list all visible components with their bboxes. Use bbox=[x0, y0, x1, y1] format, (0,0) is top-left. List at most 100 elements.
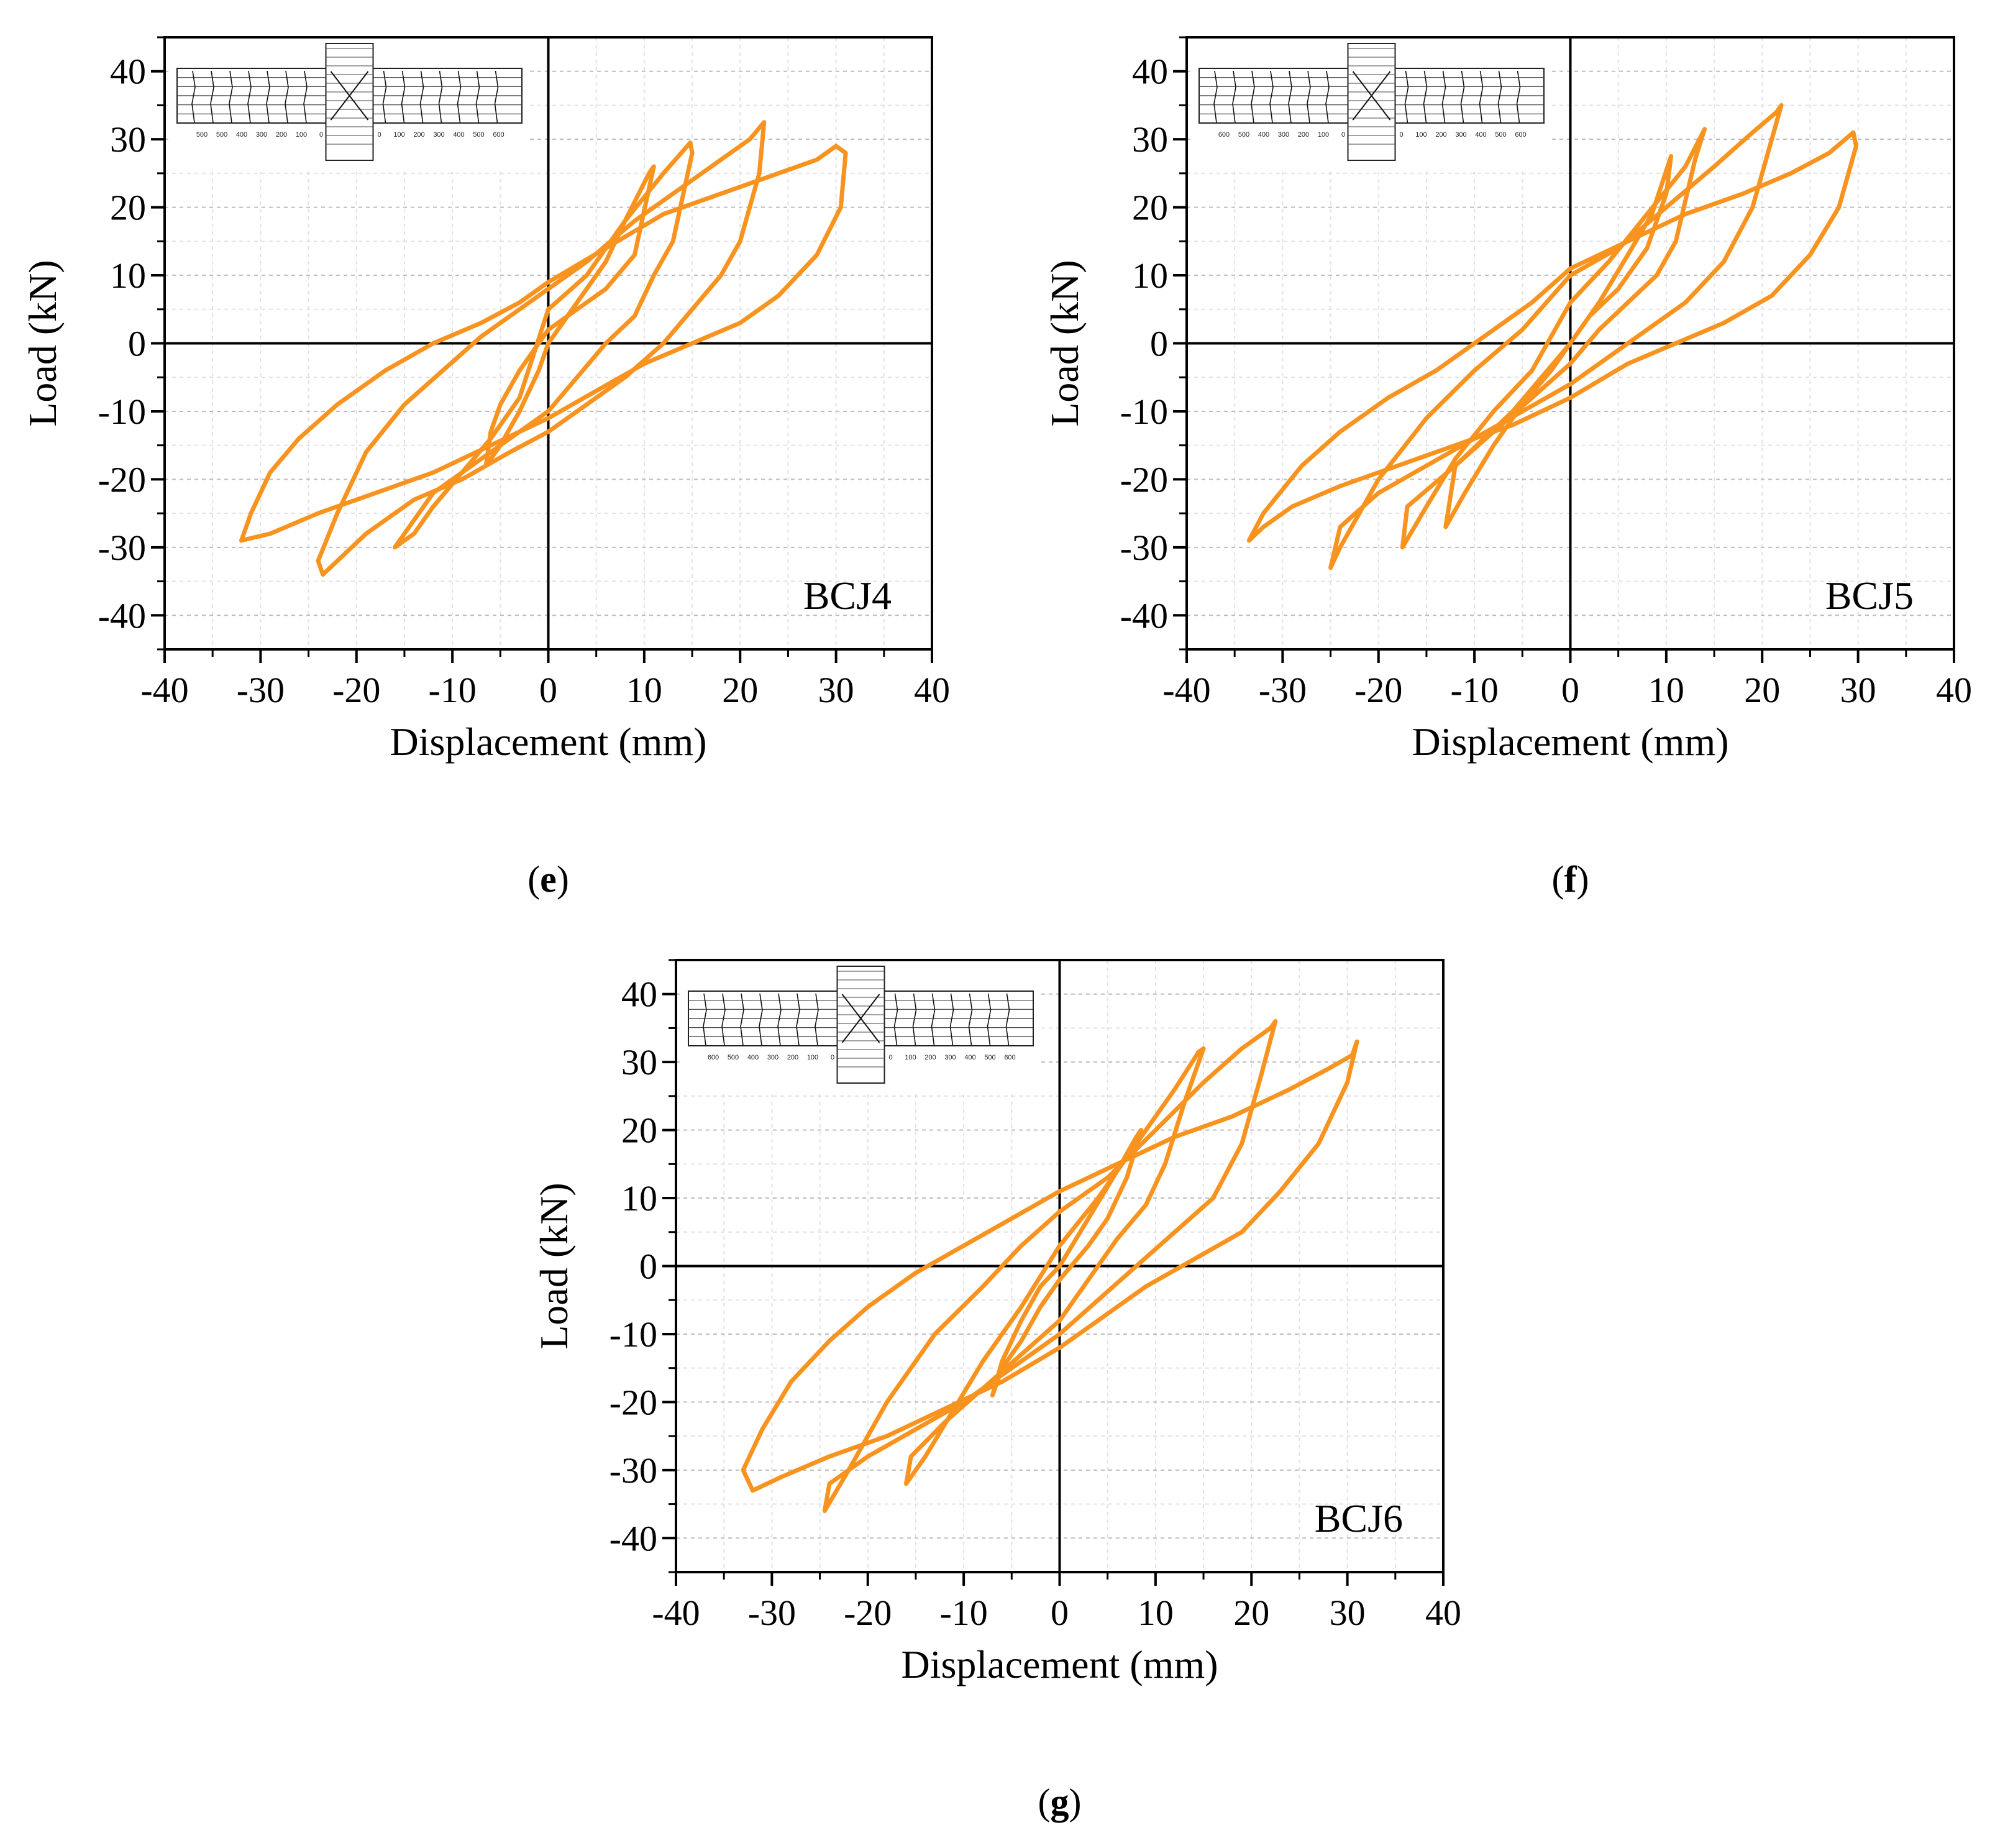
y-tick-label: -30 bbox=[98, 528, 146, 568]
hysteresis-loop-3 bbox=[822, 1019, 1278, 1513]
inset-scale-label: 600 bbox=[1218, 131, 1230, 139]
y-axis-title: Load (kN) bbox=[532, 1182, 576, 1349]
inset-scale-label: 400 bbox=[453, 131, 464, 139]
x-tick-label: 0 bbox=[1561, 670, 1579, 710]
inset-scale-label: 300 bbox=[256, 131, 267, 139]
x-tick-label: -40 bbox=[140, 670, 188, 710]
x-axis-title: Displacement (mm) bbox=[390, 720, 706, 764]
hysteresis-loop-4 bbox=[1246, 130, 1858, 543]
inset-scale-label: 600 bbox=[1515, 131, 1526, 139]
hysteresis-loop-2 bbox=[393, 140, 695, 550]
hysteresis-loop-2 bbox=[1400, 127, 1707, 550]
y-tick-label: -20 bbox=[1120, 459, 1168, 500]
inset-scale-label: 0 bbox=[319, 131, 323, 139]
x-tick-label: 30 bbox=[1330, 1593, 1366, 1633]
y-tick-label: -40 bbox=[98, 595, 146, 636]
x-axis-title: Displacement (mm) bbox=[1412, 720, 1728, 764]
inset-scale-label: 300 bbox=[944, 1054, 956, 1061]
inset-scale-label: 300 bbox=[1455, 131, 1466, 139]
y-tick-label: 30 bbox=[1132, 119, 1168, 160]
x-tick-label: 20 bbox=[722, 670, 758, 710]
inset-scale-label: 100 bbox=[296, 131, 307, 139]
y-tick-label: 40 bbox=[110, 52, 146, 92]
inset-scale-label: 200 bbox=[1435, 131, 1446, 139]
inset-scale-label: 400 bbox=[1258, 131, 1269, 139]
x-tick-label: -20 bbox=[844, 1593, 892, 1633]
x-tick-label: 30 bbox=[818, 670, 854, 710]
x-tick-label: 0 bbox=[1051, 1593, 1069, 1633]
y-tick-label: 20 bbox=[110, 188, 146, 228]
inset-scale-label: 400 bbox=[236, 131, 247, 139]
inset-scale-label: 300 bbox=[767, 1054, 778, 1061]
x-axis-title: Displacement (mm) bbox=[901, 1642, 1218, 1686]
x-tick-label: -10 bbox=[428, 670, 476, 710]
inset-scale-label: 500 bbox=[728, 1054, 739, 1061]
x-tick-label: 20 bbox=[1233, 1593, 1269, 1633]
y-tick-label: -40 bbox=[609, 1518, 657, 1558]
x-tick-label: 40 bbox=[1425, 1593, 1461, 1633]
inset-scale-label: 400 bbox=[747, 1054, 759, 1061]
inset-scale-label: 200 bbox=[276, 131, 287, 139]
inset-scale-label: 0 bbox=[377, 131, 381, 139]
x-tick-label: 10 bbox=[1138, 1593, 1174, 1633]
x-tick-label: -20 bbox=[332, 670, 380, 710]
y-axis-title: Load (kN) bbox=[21, 260, 65, 426]
inset-scale-label: 100 bbox=[1415, 131, 1427, 139]
inset-scale-label: 400 bbox=[1475, 131, 1486, 139]
x-tick-label: -10 bbox=[1450, 670, 1498, 710]
inset-scale-label: 500 bbox=[473, 131, 484, 139]
inset-scale-label: 500 bbox=[1238, 131, 1249, 139]
x-tick-label: -30 bbox=[748, 1593, 796, 1633]
inset-scale-label: 300 bbox=[433, 131, 444, 139]
y-tick-label: 10 bbox=[110, 255, 146, 296]
x-tick-label: -40 bbox=[1162, 670, 1210, 710]
caption-letter: e bbox=[540, 859, 557, 900]
chart-panel-bcj5: 600 500 400 300 200 100 0 0 100 200 300 400 500 600-4… bbox=[1043, 31, 1972, 900]
crack-pattern-inset: 500 500 400 300 200 100 0 0 100 200 300 400 500 600 bbox=[171, 31, 528, 170]
y-tick-label: -20 bbox=[98, 459, 146, 500]
y-tick-label: -10 bbox=[609, 1314, 657, 1355]
x-tick-label: 20 bbox=[1744, 670, 1780, 710]
subfigure-caption: (f) bbox=[1552, 859, 1589, 900]
x-tick-label: -30 bbox=[237, 670, 285, 710]
y-tick-label: 30 bbox=[110, 119, 146, 160]
hysteresis-loop-1 bbox=[990, 1128, 1144, 1397]
x-tick-label: -40 bbox=[652, 1593, 700, 1633]
x-tick-label: 10 bbox=[1648, 670, 1684, 710]
inset-scale-label: 600 bbox=[493, 131, 504, 139]
inset-scale-label: 500 bbox=[216, 131, 227, 139]
inset-scale-label: 0 bbox=[831, 1054, 834, 1061]
y-tick-label: 40 bbox=[1132, 52, 1168, 92]
x-tick-label: 40 bbox=[1936, 670, 1972, 710]
y-tick-label: 20 bbox=[1132, 188, 1168, 228]
inset-scale-label: 0 bbox=[1341, 131, 1345, 139]
x-tick-label: -10 bbox=[939, 1593, 987, 1633]
inset-scale-label: 500 bbox=[196, 131, 208, 139]
y-tick-label: 20 bbox=[621, 1110, 657, 1151]
x-tick-label: 10 bbox=[626, 670, 662, 710]
inset-scale-label: 100 bbox=[807, 1054, 818, 1061]
inset-scale-label: 200 bbox=[1298, 131, 1309, 139]
crack-pattern-inset: 600 500 400 300 200 100 0 0 100 200 300 400 500 600 bbox=[682, 954, 1039, 1092]
y-tick-label: -10 bbox=[98, 391, 146, 432]
specimen-label: BCJ4 bbox=[803, 574, 892, 618]
y-axis-title: Load (kN) bbox=[1043, 260, 1087, 426]
inset-scale-label: 500 bbox=[1495, 131, 1506, 139]
x-tick-label: 30 bbox=[1840, 670, 1876, 710]
hysteresis-loop-4 bbox=[741, 1039, 1359, 1493]
inset-scale-label: 100 bbox=[1318, 131, 1329, 139]
y-tick-label: -30 bbox=[1120, 528, 1168, 568]
inset-scale-label: 600 bbox=[708, 1054, 719, 1061]
inset-scale-label: 100 bbox=[393, 131, 404, 139]
x-tick-label: 0 bbox=[539, 670, 557, 710]
subfigure-caption: (e) bbox=[527, 859, 569, 900]
inset-scale-label: 0 bbox=[1399, 131, 1403, 139]
hysteresis-loop-3 bbox=[316, 120, 767, 577]
specimen-label: BCJ6 bbox=[1315, 1496, 1403, 1540]
caption-letter: f bbox=[1564, 859, 1577, 900]
y-tick-label: -30 bbox=[609, 1450, 657, 1491]
chart-panel-bcj4: 500 500 400 300 200 100 0 0 100 200 300 400 500 600-4… bbox=[21, 31, 950, 900]
inset-scale-label: 300 bbox=[1278, 131, 1289, 139]
y-tick-label: 10 bbox=[621, 1178, 657, 1219]
